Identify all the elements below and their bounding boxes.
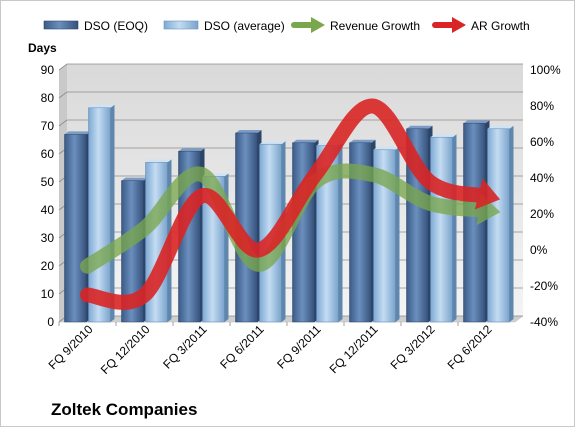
y-axis-left-ticks: 0 10 20 30 40 50 60 70 80 90 [41, 63, 55, 329]
bar-side [110, 104, 115, 322]
y-right-tick-label: 40% [530, 171, 554, 185]
y-left-tick-label: 80 [41, 91, 55, 105]
y-right-tick-label: 20% [530, 207, 554, 221]
bar-face [373, 149, 396, 323]
bar-top [88, 104, 115, 108]
company-name: Zoltek Companies [51, 400, 197, 419]
legend: DSO (EOQ) DSO (average) Revenue Growth A… [43, 17, 530, 33]
legend-swatch-dso-eoq [43, 20, 79, 30]
revenue-growth-line-path [80, 163, 494, 274]
bar-dso-eoq [463, 120, 490, 323]
gridline-side [58, 91, 68, 99]
legend-label-dso-average: DSO (average) [204, 19, 285, 33]
bar-top [292, 139, 319, 143]
bar-top [463, 120, 490, 124]
bar-top [430, 134, 457, 138]
bar-face [463, 122, 486, 323]
legend-label-revenue-growth: Revenue Growth [330, 19, 420, 33]
bar-dso-average [487, 125, 514, 323]
bar-face [430, 136, 453, 323]
bar-dso-average [316, 142, 343, 323]
bar-top [145, 159, 172, 163]
gridline-side [58, 119, 68, 127]
y-right-tick-label: 60% [530, 135, 554, 149]
x-tick-label: FQ 12/2011 [327, 322, 381, 376]
ar-growth-line-arrowhead [474, 178, 501, 210]
ar-growth-line-path [80, 98, 494, 310]
x-axis-ticks: FQ 9/2010 FQ 12/2010 FQ 3/2011 FQ 6/2011 FQ … [46, 322, 495, 377]
y-left-tick-label: 60 [41, 147, 55, 161]
bar-side [338, 142, 343, 322]
y-left-tick-label: 0 [47, 315, 54, 329]
bar-top [406, 125, 433, 129]
legend-arrow-green-icon [291, 17, 325, 33]
legend-item-dso-average: DSO (average) [163, 19, 285, 33]
y-left-tick-label: 90 [41, 63, 55, 77]
legend-label-dso-eoq: DSO (EOQ) [84, 19, 148, 33]
bar-top [64, 131, 91, 135]
bar-top [349, 139, 376, 143]
x-tick-label: FQ 12/2010 [98, 322, 153, 377]
y-left-tick-label: 30 [41, 231, 55, 245]
bar-face [349, 142, 372, 323]
bar-side [395, 146, 400, 322]
y-right-tick-label: -20% [530, 279, 558, 293]
x-tick-label: FQ 6/2012 [445, 322, 495, 372]
bar-top [235, 130, 262, 133]
x-tick-label: FQ 6/2011 [217, 322, 267, 372]
legend-item-revenue-growth: Revenue Growth [291, 17, 420, 33]
bar-top [178, 148, 205, 152]
legend-item-dso-eoq: DSO (EOQ) [43, 19, 148, 33]
legend-arrow-red-icon [432, 17, 466, 33]
bar-top [373, 146, 400, 150]
y-left-tick-label: 50 [41, 175, 55, 189]
y-right-tick-label: 0% [530, 243, 548, 257]
bar-top [259, 141, 286, 145]
bar-side [509, 125, 514, 322]
y-right-tick-label: 100% [530, 63, 561, 77]
bar-top [487, 125, 514, 129]
bar-dso-average [373, 146, 400, 323]
bar-side [452, 134, 457, 322]
y-axis-right-ticks: -40% -20% 0% 20% 40% 60% 80% 100% [530, 63, 561, 329]
ar-growth-line [80, 98, 501, 310]
legend-swatch-dso-average [163, 20, 199, 30]
legend-label-ar-growth: AR Growth [471, 19, 530, 33]
bar-face [64, 134, 87, 323]
y-right-tick-label: 80% [530, 99, 554, 113]
legend-item-ar-growth: AR Growth [432, 17, 530, 33]
y-right-tick-label: -40% [530, 315, 558, 329]
y-left-tick-label: 40 [41, 203, 55, 217]
x-tick-label: FQ 9/2010 [46, 322, 96, 372]
x-tick-label: FQ 9/2011 [274, 322, 324, 372]
y-left-tick-label: 10 [41, 287, 55, 301]
x-tick-label: FQ 3/2011 [160, 322, 210, 372]
y-axis-left-title: Days [28, 41, 57, 55]
bar-dso-average [430, 134, 457, 323]
bar-face [487, 128, 510, 323]
gridline-side [58, 63, 68, 71]
y-left-tick-label: 70 [41, 119, 55, 133]
line-series [80, 98, 501, 310]
x-tick-label: FQ 3/2012 [388, 322, 438, 372]
bar-top [121, 177, 148, 181]
y-left-tick-label: 20 [41, 259, 55, 273]
